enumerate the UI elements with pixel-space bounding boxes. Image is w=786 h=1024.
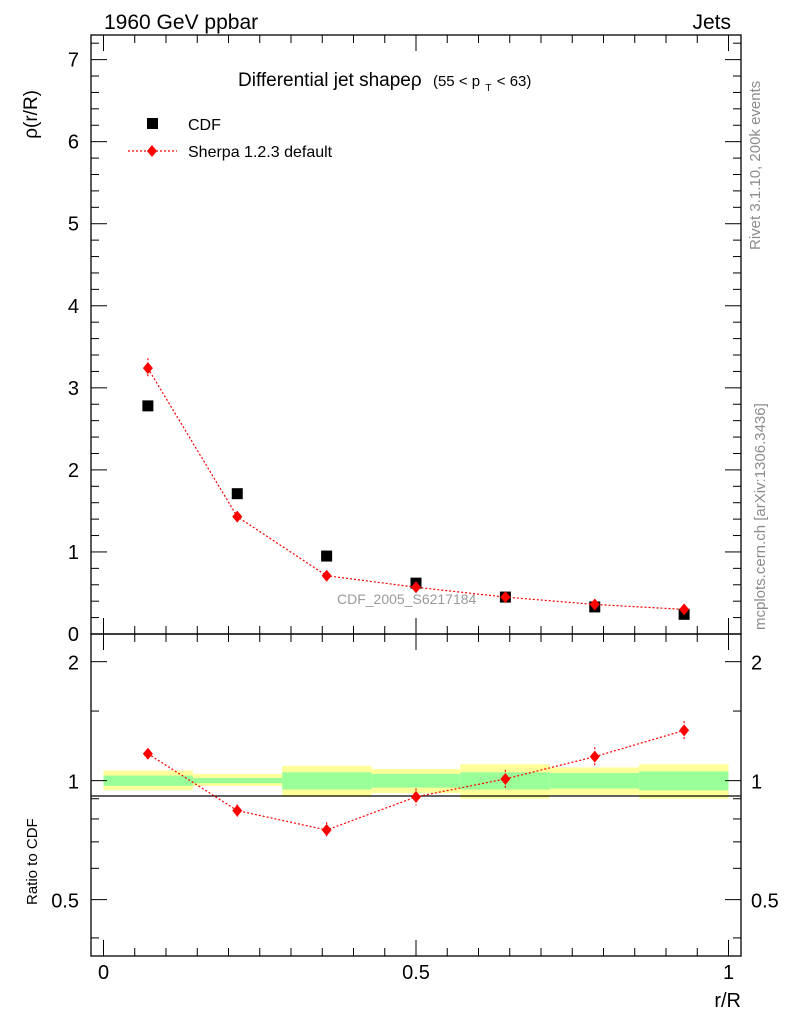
legend-cdf-label: CDF [188,117,221,134]
main-series [142,358,690,620]
energy-label: 1960 GeV ppbar [104,11,258,34]
ratio-inner-band [103,775,193,786]
main-y-tick-label: 3 [68,378,79,400]
ratio-inner-band [549,773,640,789]
ratio-inner-band [639,771,729,791]
x-axis-label: r/R [714,990,741,1012]
main-y-tick-label: 7 [68,50,79,72]
sherpa-point [142,362,153,375]
x-tick-label: 0 [98,962,109,984]
legend-sherpa-marker [147,145,157,157]
main-axis-ticks: 0 1 2 3 4 5 6 7 [68,35,741,646]
main-title-text: Differential jet shapeρ [238,70,422,91]
ratio-sherpa-point [142,747,153,760]
cdf-point [231,488,243,500]
ratio-inner-band [192,778,283,784]
ratio-y-tick-label-right: 1 [751,772,762,794]
legend-sherpa-label: Sherpa 1.2.3 default [188,144,333,161]
legend-cdf-marker [147,118,158,129]
main-y-tick-label: 1 [68,542,79,564]
ratio-y-tick-label-right: 0.5 [751,891,779,913]
ratio-sherpa-point [321,824,332,837]
legend: CDF Sherpa 1.2.3 default [128,117,333,161]
ratio-sherpa-point [232,804,243,817]
ratio-sherpa-point [500,772,511,785]
ratio-plot: 0.5 0.5 1 1 2 2 0 0.5 1 Ratio to CDF r/R [24,633,779,1012]
sherpa-point [500,591,511,604]
sherpa-point [321,569,332,582]
main-title-range-sub: T [485,83,491,94]
x-tick-label: 0.5 [402,962,430,984]
watermark: CDF_2005_S6217184 [337,591,477,607]
ratio-y-tick-label: 0.5 [51,891,79,913]
main-plot: 0 1 2 3 4 5 6 7 CDF_2005_S6217184 Differential … [21,34,742,646]
main-y-axis-label: ρ(r/R) [21,90,42,139]
ratio-frame [90,633,742,957]
ratio-inner-band [282,772,372,790]
main-y-tick-label: 5 [68,214,79,236]
process-label: Jets [692,11,731,34]
main-title-range-prefix: (55 < p [433,73,480,90]
ratio-sherpa-point [679,724,690,737]
ratio-inner-band [371,773,461,788]
x-tick-label: 1 [723,962,734,984]
mcplots-label: mcplots.cern.ch [arXiv:1306.3436] [752,403,769,630]
main-y-tick-label: 2 [68,460,79,482]
ratio-sherpa-point [589,750,600,763]
cdf-point [321,550,333,562]
ratio-y-tick-label: 1 [68,772,79,794]
ratio-y-tick-label: 2 [68,653,79,675]
ratio-y-axis-label: Ratio to CDF [24,818,41,905]
cdf-point [142,400,154,412]
ratio-series [142,721,690,839]
sherpa-point [232,510,243,523]
sherpa-point [679,603,690,616]
sherpa-point [411,581,421,594]
main-y-tick-label: 0 [68,624,79,646]
ratio-sherpa-point [411,790,421,803]
main-y-tick-label: 4 [68,296,79,318]
main-title: Differential jet shapeρ (55 < p T < 63) [238,70,531,96]
ratio-y-tick-label-right: 2 [751,653,762,675]
rivet-label: Rivet 3.1.10, 200k events [747,81,764,250]
sherpa-point [589,598,600,611]
main-y-tick-label: 6 [68,132,79,154]
ratio-bands [103,764,729,799]
sherpa-line [147,367,685,610]
main-title-range-suffix: < 63) [497,73,532,90]
ratio-axis-ticks: 0.5 0.5 1 1 2 2 0 0.5 1 [51,634,779,984]
